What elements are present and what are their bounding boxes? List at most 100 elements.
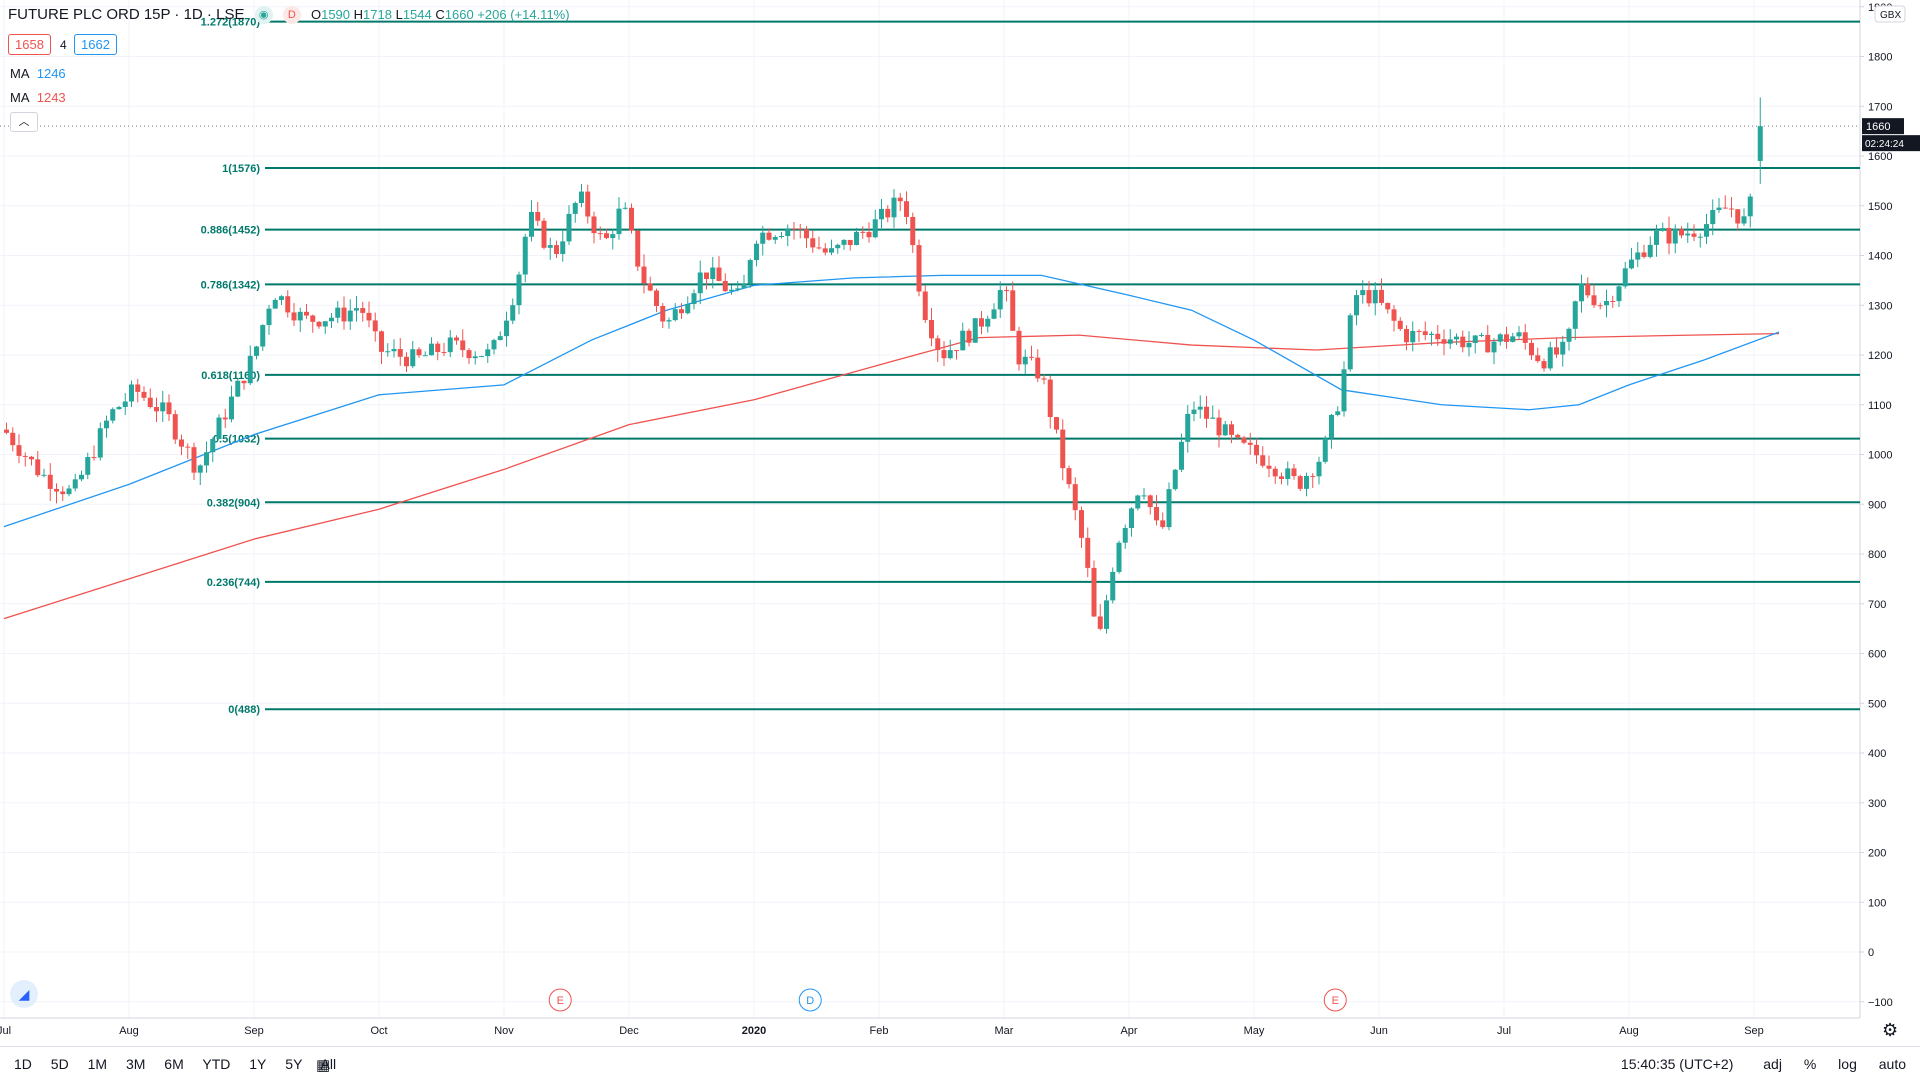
dividend-badge[interactable]: D xyxy=(282,6,301,25)
range-3m[interactable]: 3M xyxy=(125,1056,146,1072)
candle-body xyxy=(672,309,678,321)
candle-body xyxy=(54,488,59,492)
candle-body xyxy=(1491,341,1497,353)
price-tick-label: 1400 xyxy=(1868,251,1892,263)
candle-body xyxy=(1322,438,1328,462)
price-tick-label: 300 xyxy=(1868,798,1886,810)
range-6m[interactable]: 6M xyxy=(164,1056,184,1072)
price-tick-label: 1200 xyxy=(1868,350,1892,362)
candle-body xyxy=(479,356,484,358)
range-5y[interactable]: 5Y xyxy=(285,1056,303,1072)
candle-body xyxy=(104,420,109,429)
clock-time[interactable]: 15:40:35 (UTC+2) xyxy=(1620,1056,1734,1072)
fib-level-label: 1(1576) xyxy=(222,163,260,175)
candle-body xyxy=(535,211,541,221)
price-tick-label: 0 xyxy=(1868,947,1874,959)
price-tick-label: −100 xyxy=(1868,997,1893,1009)
candle-body xyxy=(1535,355,1541,362)
candle-body xyxy=(410,349,416,367)
option-auto[interactable]: auto xyxy=(1878,1056,1906,1072)
candle-body xyxy=(1497,334,1503,342)
range-ytd[interactable]: YTD xyxy=(202,1056,231,1072)
fib-level-label: 1.272(1870) xyxy=(201,17,261,29)
candle-body xyxy=(1541,361,1547,369)
candle-body xyxy=(1066,468,1072,485)
range-5d[interactable]: 5D xyxy=(50,1056,69,1072)
indicator-ma-red[interactable]: MA 1243 xyxy=(10,90,66,105)
candle-body xyxy=(1529,342,1534,356)
candle-body xyxy=(916,245,922,292)
candle-body xyxy=(585,191,591,217)
range-1y[interactable]: 1Y xyxy=(249,1056,267,1072)
tradingview-logo-icon[interactable]: ◢ xyxy=(10,980,38,1008)
collapse-legend-button[interactable]: ︿ xyxy=(10,112,38,132)
option-percent[interactable]: % xyxy=(1803,1056,1817,1072)
candle-body xyxy=(335,307,341,318)
candle-body xyxy=(29,456,34,460)
time-tick-label: Aug xyxy=(1619,1025,1639,1037)
price-tick-label: 1300 xyxy=(1868,300,1892,312)
event-marker xyxy=(1323,988,1347,1012)
scale-options: 15:40:35 (UTC+2) adj % log auto xyxy=(1603,1056,1906,1072)
candle-body xyxy=(1591,295,1597,306)
time-tick-label: Nov xyxy=(494,1025,514,1037)
candle-body xyxy=(785,228,791,237)
candle-body xyxy=(635,230,641,267)
last-price-badge xyxy=(1862,118,1904,135)
candle-body xyxy=(1129,508,1134,529)
candle-body xyxy=(1310,475,1316,477)
candle-body xyxy=(235,380,241,397)
time-tick-label: Mar xyxy=(995,1025,1014,1037)
candle-body xyxy=(1391,309,1397,321)
gear-icon[interactable]: ⚙ xyxy=(1882,1020,1899,1040)
time-tick-label: Dec xyxy=(619,1025,639,1037)
candle-body xyxy=(1616,286,1622,302)
bid-price[interactable]: 1658 xyxy=(8,34,51,55)
candle-body xyxy=(485,349,491,357)
range-1m[interactable]: 1M xyxy=(87,1056,108,1072)
candle-body xyxy=(1422,331,1428,335)
candle-body xyxy=(422,355,428,357)
event-marker-label: E xyxy=(557,995,564,1007)
candle-body xyxy=(141,391,147,398)
candle-body xyxy=(616,208,622,235)
range-all[interactable]: All xyxy=(320,1056,337,1072)
calendar-icon[interactable]: ▦ xyxy=(316,1057,331,1074)
eye-icon[interactable]: ◉ xyxy=(254,6,273,25)
price-tick-label: 900 xyxy=(1868,499,1886,511)
ask-price[interactable]: 1662 xyxy=(74,34,117,55)
candle-body xyxy=(1210,417,1216,419)
candle-body xyxy=(216,417,222,439)
candle-body xyxy=(772,237,778,240)
candle-body xyxy=(229,396,234,420)
candle-body xyxy=(1116,542,1122,572)
candle-body xyxy=(1479,334,1484,336)
option-log[interactable]: log xyxy=(1838,1056,1857,1072)
candle-body xyxy=(266,308,272,326)
candle-body xyxy=(1335,411,1341,415)
candle-body xyxy=(910,216,916,246)
candle-body xyxy=(522,236,528,275)
candle-body xyxy=(860,231,866,233)
option-adj[interactable]: adj xyxy=(1763,1056,1782,1072)
candle-body xyxy=(1316,461,1322,477)
candle-body xyxy=(460,340,466,351)
candle-body xyxy=(1147,495,1153,508)
candle-body xyxy=(1329,414,1334,439)
candle-body xyxy=(1016,330,1022,365)
candle-body xyxy=(866,232,872,238)
candle-body xyxy=(629,207,634,231)
ma-blue-line xyxy=(3,274,1780,528)
candle-body xyxy=(510,305,516,321)
range-1d[interactable]: 1D xyxy=(14,1056,32,1072)
candle-body xyxy=(1091,567,1097,617)
candle-body xyxy=(991,309,997,319)
indicator-ma-blue[interactable]: MA 1246 xyxy=(10,66,66,81)
candle-body xyxy=(1354,295,1359,316)
candle-body xyxy=(391,349,397,352)
candle-body xyxy=(897,197,903,202)
candle-body xyxy=(566,213,572,242)
candle-body xyxy=(360,308,366,313)
candle-body xyxy=(1435,333,1441,340)
